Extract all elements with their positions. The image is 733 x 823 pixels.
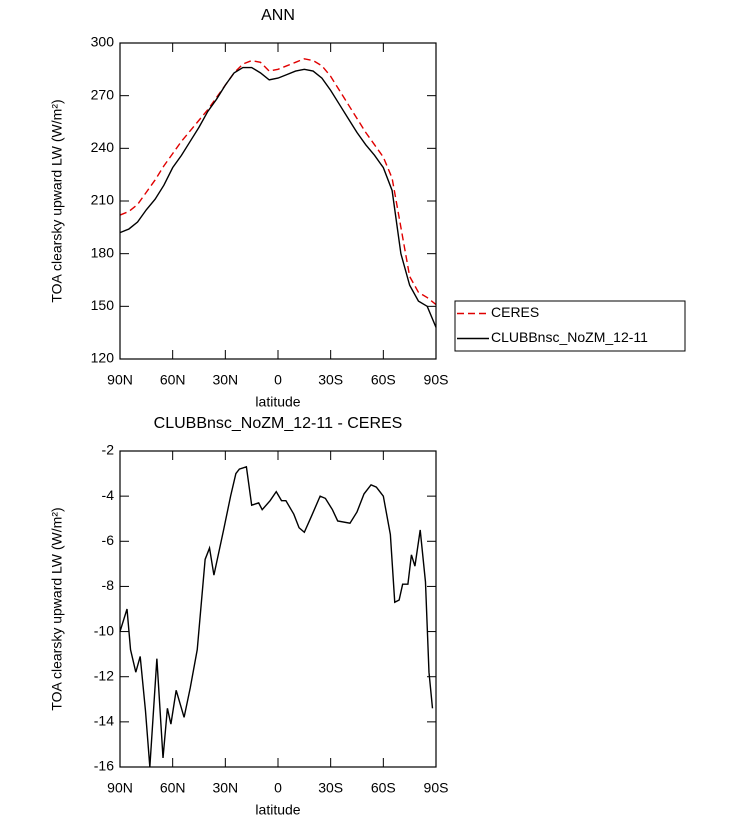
y-tick-label: 180	[91, 244, 115, 260]
y-tick-label: 120	[91, 350, 115, 366]
y-tick-label: -10	[94, 622, 114, 638]
y-tick-label: 300	[91, 34, 115, 50]
chart-title: ANN	[261, 7, 295, 24]
x-tick-label: 60N	[160, 372, 186, 388]
y-tick-label: -8	[102, 577, 115, 593]
legend-label: CLUBBnsc_NoZM_12-11	[491, 329, 648, 345]
y-axis-label: TOA clearsky upward LW (W/m²)	[49, 507, 65, 710]
y-tick-label: -12	[94, 667, 114, 683]
x-tick-label: 30N	[212, 780, 238, 796]
plot-frame	[119, 42, 437, 360]
series-line	[119, 58, 437, 306]
x-tick-label: 30S	[318, 372, 343, 388]
y-tick-label: 210	[91, 192, 115, 208]
x-tick-label: 90S	[424, 372, 449, 388]
x-tick-label: 30S	[318, 780, 343, 796]
x-tick-label: 90N	[107, 780, 133, 796]
x-tick-label: 90S	[424, 780, 449, 796]
x-tick-label: 30N	[212, 372, 238, 388]
y-tick-label: -6	[102, 532, 115, 548]
y-tick-label: 270	[91, 86, 115, 102]
x-tick-label: 60S	[371, 372, 396, 388]
x-tick-label: 60N	[160, 780, 186, 796]
series-line	[119, 465, 434, 768]
x-tick-label: 0	[274, 780, 282, 796]
y-tick-label: 240	[91, 139, 115, 155]
x-tick-label: 90N	[107, 372, 133, 388]
legend-box	[454, 300, 686, 352]
x-tick-label: 0	[274, 372, 282, 388]
y-tick-label: -2	[102, 442, 115, 458]
chart-title: CLUBBnsc_NoZM_12-11 - CERES	[154, 415, 403, 432]
x-axis-label: latitude	[255, 394, 300, 410]
plot-frame	[119, 450, 437, 768]
x-tick-label: 60S	[371, 780, 396, 796]
legend-label: CERES	[491, 304, 539, 320]
x-axis-label: latitude	[255, 802, 300, 818]
y-tick-label: -4	[102, 487, 115, 503]
y-axis-label: TOA clearsky upward LW (W/m²)	[49, 99, 65, 302]
y-tick-label: -14	[94, 713, 114, 729]
series-line	[119, 66, 437, 328]
y-tick-label: -16	[94, 758, 114, 774]
y-tick-label: 150	[91, 297, 115, 313]
